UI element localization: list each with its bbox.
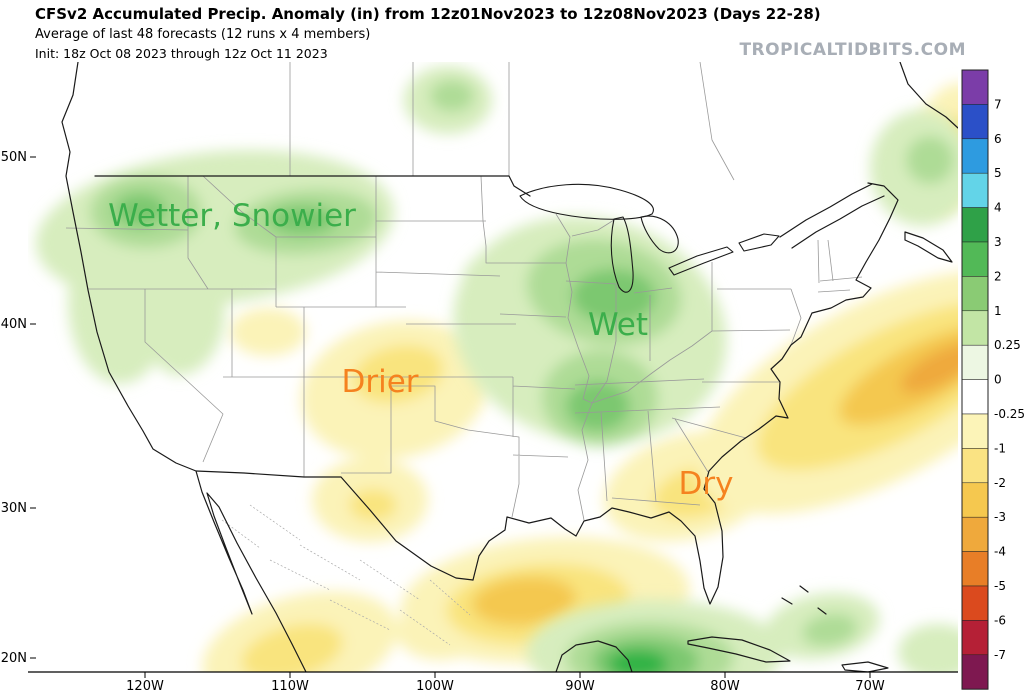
colorbar-frame — [961, 69, 989, 690]
colorbar-segment — [961, 344, 989, 380]
colorbar-segment — [961, 551, 989, 587]
colorbar-tick-label: 7 — [994, 97, 1002, 111]
mexico-state-borders — [221, 504, 471, 646]
us-canada-border — [94, 175, 531, 197]
colorbar-tick-label: 0.25 — [994, 338, 1021, 352]
colorbar-segment — [961, 516, 989, 552]
lon-label: 120W — [126, 679, 164, 694]
init-time-line: Init: 18z Oct 08 2023 through 12z Oct 11… — [35, 46, 328, 61]
colorbar-segment — [961, 413, 989, 449]
nova-scotia-outline — [904, 231, 953, 263]
colorbar-tick-label: 3 — [994, 235, 1002, 249]
colorbar-tick-label: -3 — [994, 510, 1006, 524]
annotation-wetter-snowier: Wetter, Snowier — [108, 198, 356, 234]
pacific-coastline — [61, 62, 307, 672]
colorbar-segment — [961, 69, 989, 105]
lon-label: 70W — [855, 679, 885, 694]
colorbar-segment — [961, 172, 989, 208]
colorbar-tick-label: -4 — [994, 545, 1006, 559]
gulf-atlantic-coastline — [472, 182, 899, 605]
great-lakes — [519, 183, 780, 293]
site-watermark: TROPICALTIDBITS.COM — [739, 40, 966, 60]
us-mexico-border — [195, 470, 474, 581]
lon-label: 110W — [271, 679, 309, 694]
colorbar-tick-label: 0 — [994, 373, 1002, 387]
colorbar-tick-label: 4 — [994, 201, 1002, 215]
colorbar-tick-label: 2 — [994, 269, 1002, 283]
colorbar-segment — [961, 207, 989, 243]
st-lawrence-border — [779, 183, 885, 249]
colorbar-segment — [961, 310, 989, 346]
dry-anomaly-shading — [202, 82, 958, 672]
colorbar-segment — [961, 276, 989, 312]
colorbar-tick-label: 5 — [994, 166, 1002, 180]
latitude-labels: 50N 40N 30N 20N — [1, 150, 27, 666]
longitude-labels: 120W 110W 100W 90W 80W 70W — [126, 679, 885, 694]
state-borders — [65, 62, 863, 521]
colorbar-tick-label: -6 — [994, 613, 1006, 627]
colorbar-segment — [961, 654, 989, 690]
colorbar-tick-label: -5 — [994, 579, 1006, 593]
lat-label: 30N — [1, 501, 27, 516]
lon-label: 80W — [710, 679, 740, 694]
colorbar-segment — [961, 104, 989, 140]
axis-ticks — [30, 156, 871, 678]
canada-east-coastline — [899, 62, 958, 129]
colorbar-tick-label: 6 — [994, 132, 1002, 146]
colorbar-segment — [961, 448, 989, 484]
lat-label: 40N — [1, 317, 27, 332]
forecast-average-subtitle: Average of last 48 forecasts (12 runs x … — [35, 27, 371, 42]
colorbar-tick-label: 1 — [994, 304, 1002, 318]
lat-label: 50N — [1, 150, 27, 165]
colorbar-segment — [961, 482, 989, 518]
colorbar-tick-label: -1 — [994, 441, 1006, 455]
colorbar-segment — [961, 138, 989, 174]
lon-label: 90W — [565, 679, 595, 694]
colorbar-segment — [961, 620, 989, 656]
lat-label: 20N — [1, 651, 27, 666]
annotation-dry: Dry — [679, 466, 734, 502]
colorbar-tick-label: -2 — [994, 476, 1006, 490]
colorbar-segment — [961, 241, 989, 277]
caribbean-islands — [555, 585, 889, 672]
lon-label: 100W — [416, 679, 454, 694]
colorbar: 7 6 5 4 3 2 1 0.25 0 -0.25 -1 -2 -3 -4 -… — [961, 69, 1024, 690]
colorbar-tick-label: -7 — [994, 648, 1006, 662]
annotation-wet: Wet — [588, 307, 648, 343]
page-title: CFSv2 Accumulated Precip. Anomaly (in) f… — [35, 5, 821, 23]
colorbar-tick-label: -0.25 — [994, 407, 1024, 421]
colorbar-segment — [961, 585, 989, 621]
annotation-drier: Drier — [341, 364, 418, 400]
colorbar-segment — [961, 379, 989, 415]
